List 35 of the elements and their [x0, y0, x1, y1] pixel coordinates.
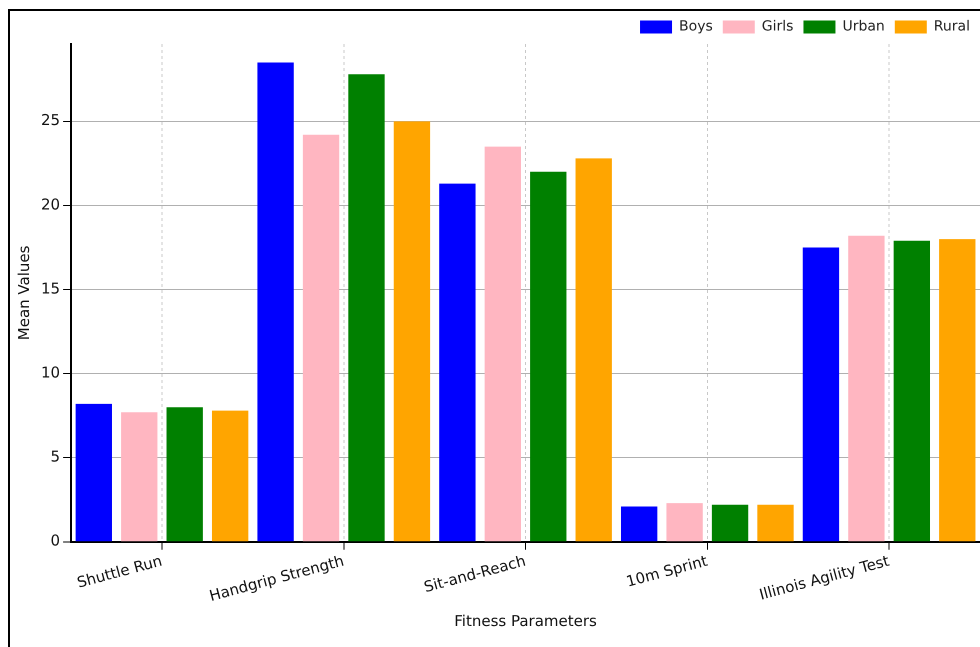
x-tick-label: Illinois Agility Test	[757, 552, 892, 604]
bar	[484, 146, 521, 542]
bar	[666, 503, 703, 542]
bar	[257, 62, 294, 542]
bar	[848, 236, 885, 542]
y-tick-label: 10	[40, 363, 60, 382]
bar	[802, 247, 840, 542]
bar	[394, 121, 430, 542]
bar	[121, 412, 158, 542]
bar	[757, 504, 794, 542]
bar	[939, 239, 976, 542]
bar	[348, 74, 385, 542]
y-tick-label: 20	[40, 195, 60, 214]
bar	[166, 407, 203, 542]
bar	[530, 172, 566, 542]
bar	[894, 240, 930, 542]
y-tick-label: 25	[40, 111, 60, 130]
bar	[712, 504, 748, 542]
legend-label: Girls	[762, 18, 794, 35]
y-tick-label: 0	[50, 532, 60, 550]
x-tick-label: Shuttle Run	[75, 552, 164, 592]
bar	[302, 134, 340, 542]
legend-label: Boys	[679, 18, 713, 35]
x-axis-title: Fitness Parameters	[454, 612, 598, 630]
bar	[439, 184, 476, 542]
legend-label: Urban	[842, 18, 885, 35]
bar	[212, 410, 248, 542]
legend-label: Rural	[934, 18, 970, 35]
x-tick-label: 10m Sprint	[624, 552, 710, 591]
bar	[576, 158, 612, 542]
bar	[620, 506, 658, 542]
y-tick-label: 5	[50, 448, 60, 466]
y-axis-title: Mean Values	[14, 245, 33, 340]
bar	[76, 404, 112, 542]
y-tick-label: 15	[40, 279, 60, 298]
